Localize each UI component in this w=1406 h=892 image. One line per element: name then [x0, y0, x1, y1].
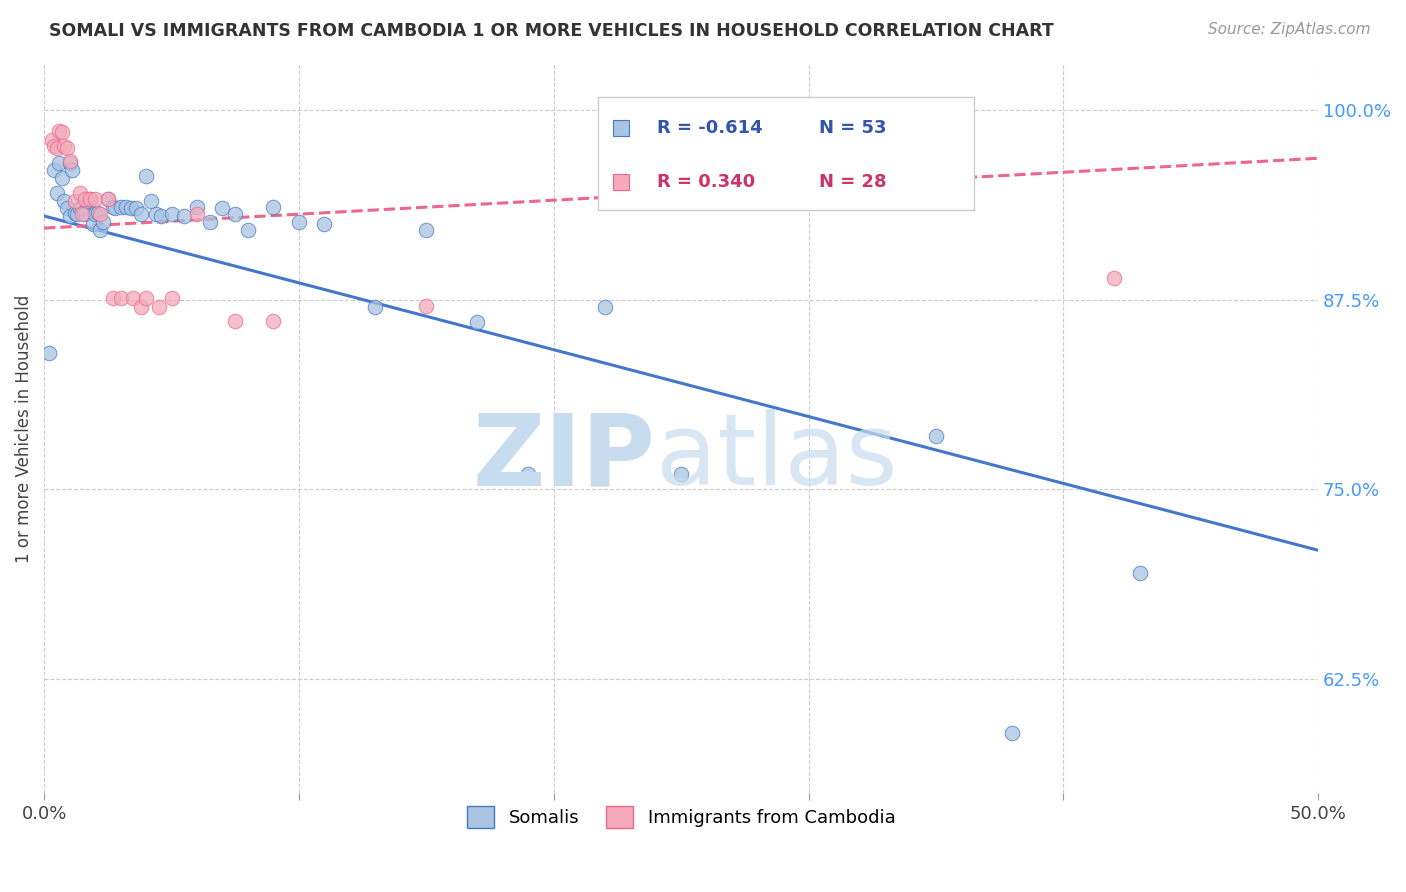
Point — [110, 200, 132, 214]
Point — [58, 156, 80, 170]
Point — [1104, 271, 1126, 285]
Point — [45, 140, 67, 154]
Point — [73, 207, 96, 221]
Point — [160, 291, 183, 305]
Point — [69, 202, 91, 216]
Point — [129, 207, 152, 221]
Point — [120, 202, 142, 216]
Point — [925, 429, 948, 443]
Point — [211, 202, 233, 216]
Point — [58, 154, 80, 169]
Point — [125, 202, 148, 216]
Point — [160, 207, 183, 221]
Point — [48, 124, 70, 138]
Point — [97, 192, 120, 206]
Point — [45, 186, 67, 201]
Point — [104, 202, 127, 216]
Text: N = 28: N = 28 — [818, 173, 886, 191]
Text: ZIP: ZIP — [472, 409, 655, 507]
Point — [72, 200, 94, 214]
Point — [101, 200, 124, 214]
Point — [139, 194, 162, 208]
Point — [56, 202, 79, 216]
Point — [145, 207, 167, 221]
Text: N = 53: N = 53 — [818, 119, 886, 136]
Point — [186, 207, 208, 221]
Point — [38, 345, 60, 359]
Point — [110, 291, 132, 305]
Point — [63, 206, 86, 220]
Point — [186, 200, 208, 214]
Point — [48, 156, 70, 170]
Point — [669, 467, 692, 482]
Point — [593, 300, 616, 314]
Point — [91, 215, 114, 229]
Point — [89, 207, 111, 221]
Point — [84, 207, 107, 221]
Point — [224, 314, 246, 328]
Point — [364, 300, 387, 314]
Point — [262, 314, 284, 328]
Point — [86, 206, 108, 220]
Point — [60, 163, 83, 178]
Point — [415, 222, 437, 236]
Point — [465, 315, 488, 329]
Point — [114, 200, 136, 214]
Point — [51, 171, 73, 186]
Point — [82, 217, 104, 231]
Point — [173, 209, 195, 223]
Point — [66, 207, 89, 221]
Legend: Somalis, Immigrants from Cambodia: Somalis, Immigrants from Cambodia — [460, 799, 903, 836]
Point — [79, 192, 101, 206]
Point — [415, 299, 437, 313]
Point — [51, 125, 73, 139]
Point — [101, 291, 124, 305]
Point — [148, 300, 170, 314]
Point — [314, 217, 336, 231]
Point — [44, 139, 66, 153]
Point — [89, 222, 111, 236]
Point — [1001, 725, 1024, 739]
Text: Source: ZipAtlas.com: Source: ZipAtlas.com — [1208, 22, 1371, 37]
Text: R = 0.340: R = 0.340 — [657, 173, 755, 191]
Point — [56, 140, 79, 154]
Point — [224, 207, 246, 221]
Text: R = -0.614: R = -0.614 — [657, 119, 762, 136]
Point — [122, 291, 145, 305]
Point — [73, 192, 96, 206]
Text: SOMALI VS IMMIGRANTS FROM CAMBODIA 1 OR MORE VEHICLES IN HOUSEHOLD CORRELATION C: SOMALI VS IMMIGRANTS FROM CAMBODIA 1 OR … — [49, 22, 1054, 40]
Point — [262, 200, 284, 214]
Point — [72, 207, 94, 221]
Point — [150, 209, 173, 223]
Point — [44, 163, 66, 178]
Point — [129, 300, 152, 314]
Point — [53, 194, 76, 208]
Point — [135, 169, 157, 184]
FancyBboxPatch shape — [599, 97, 974, 210]
Y-axis label: 1 or more Vehicles in Household: 1 or more Vehicles in Household — [15, 294, 32, 563]
Point — [53, 139, 76, 153]
Point — [41, 133, 63, 147]
Point — [69, 186, 91, 201]
Point — [63, 194, 86, 208]
Point — [288, 215, 311, 229]
Point — [198, 215, 221, 229]
Text: atlas: atlas — [655, 409, 897, 507]
Point — [58, 209, 80, 223]
Point — [97, 192, 120, 206]
Point — [76, 194, 98, 208]
Point — [135, 291, 157, 305]
Point — [79, 192, 101, 206]
Point — [236, 222, 259, 236]
Point — [517, 467, 540, 482]
Point — [1129, 566, 1152, 580]
Point — [84, 192, 107, 206]
